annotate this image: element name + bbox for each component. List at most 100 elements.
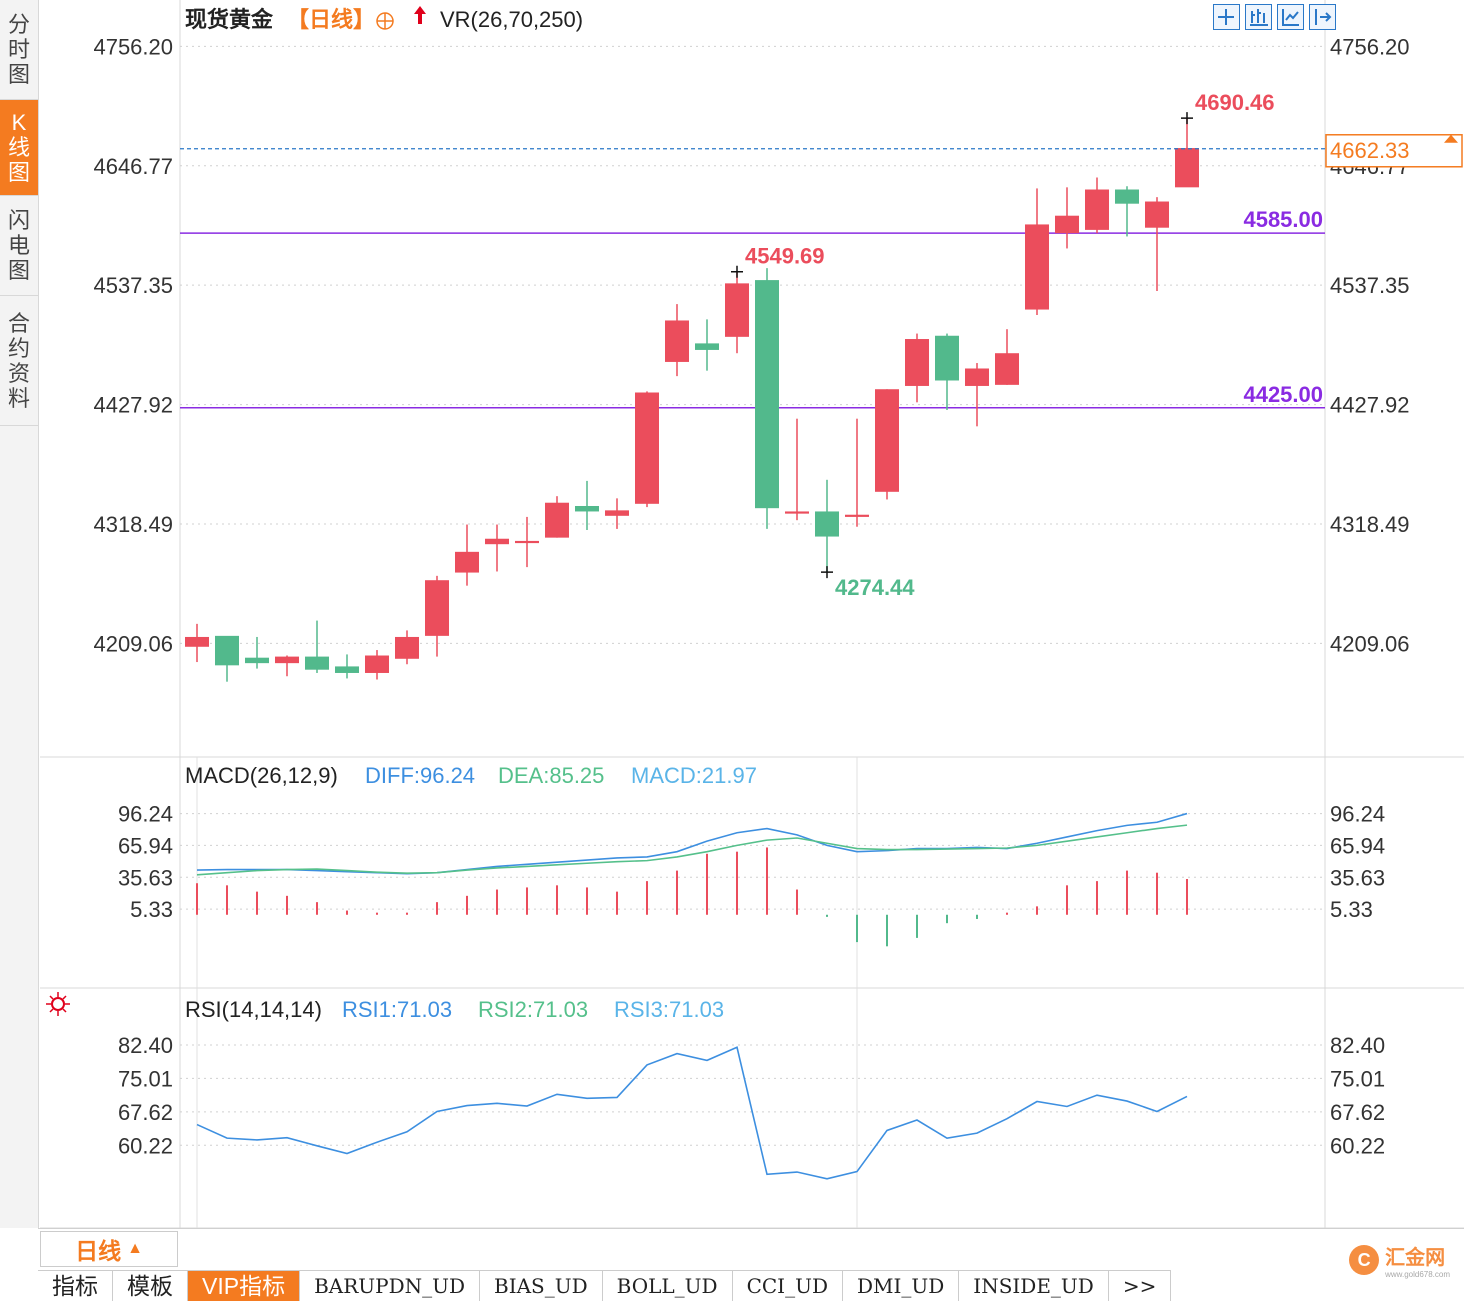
extreme-marker (821, 566, 833, 579)
exit-icon[interactable] (1309, 4, 1336, 30)
candle-body (575, 505, 599, 512)
last-price-box (1325, 134, 1463, 168)
candle-body (455, 551, 479, 573)
tab-dmi[interactable]: DMI_UD (843, 1271, 960, 1301)
candle-body (485, 538, 509, 545)
rsi-legend: RSI1:71.03 (342, 997, 452, 1022)
candle-body (725, 283, 749, 337)
macd-tick-label-right: 5.33 (1330, 897, 1373, 922)
price-tick-label-right: 4756.20 (1330, 34, 1410, 59)
candle-body (245, 657, 269, 664)
candle-body (635, 392, 659, 504)
tab-cci[interactable]: CCI_UD (733, 1271, 843, 1301)
rsi-tick-label-right: 60.22 (1330, 1133, 1385, 1158)
candle-body (335, 666, 359, 673)
period-arrow-icon: ▲ (127, 1240, 143, 1257)
candle-body (665, 320, 689, 362)
tab-bias[interactable]: BIAS_UD (480, 1271, 603, 1301)
price-tick-label-left: 4646.77 (93, 154, 173, 179)
period-selector[interactable]: 日线 ▲ (40, 1231, 178, 1267)
price-tick-label-left: 4318.49 (93, 512, 173, 537)
candle-body (695, 343, 719, 350)
rsi-legend: RSI2:71.03 (478, 997, 588, 1022)
macd-tick-label-right: 96.24 (1330, 802, 1385, 827)
chart-toolbar (1213, 4, 1336, 30)
price-tick-label-right: 4537.35 (1330, 273, 1410, 298)
settings-icon (51, 997, 65, 1011)
rsi-tick-label-right: 82.40 (1330, 1033, 1385, 1058)
candle-body (785, 511, 809, 514)
macd-tick-label-left: 96.24 (118, 802, 173, 827)
candle-body (1115, 189, 1139, 204)
price-tick-label-right: 4209.06 (1330, 631, 1410, 656)
instrument-title: 现货黄金 (185, 7, 274, 32)
candle-body (515, 540, 539, 544)
macd-tick-label-right: 65.94 (1330, 833, 1385, 858)
rsi-tick-label-left: 60.22 (118, 1133, 173, 1158)
period-label: 日线 (75, 1238, 122, 1264)
candle-body (545, 502, 569, 538)
logo-icon: C (1349, 1245, 1380, 1275)
extreme-marker (731, 265, 743, 278)
price-tick-label-left: 4756.20 (93, 34, 173, 59)
rsi-tick-label-left: 67.62 (118, 1100, 173, 1125)
extreme-label: 4274.44 (835, 575, 915, 600)
rsi-tick-label-right: 75.01 (1330, 1066, 1385, 1091)
candle-body (1175, 148, 1199, 188)
candle-body (755, 280, 779, 509)
macd-tick-label-left: 5.33 (130, 897, 173, 922)
macd-legend: MACD:21.97 (631, 763, 757, 788)
tab-more[interactable]: >> (1109, 1271, 1172, 1301)
extreme-label: 4549.69 (745, 244, 825, 269)
settings-icon-rays (46, 992, 70, 1016)
rsi-legend: RSI3:71.03 (614, 997, 724, 1022)
candle-body (1085, 189, 1109, 230)
extreme-label: 4690.46 (1195, 90, 1275, 115)
line-chart-icon[interactable] (1277, 4, 1304, 30)
candle-body (365, 655, 389, 673)
candle-body (1145, 201, 1169, 228)
overlay-indicator-label: VR(26,70,250) (440, 7, 583, 32)
watermark-logo: C 汇金网 www.gold678.com (1349, 1241, 1450, 1279)
macd-tick-label-left: 65.94 (118, 833, 173, 858)
sidebar-tab-flash[interactable]: 闪电图 (0, 196, 38, 296)
candle-body (425, 580, 449, 636)
tab-boll[interactable]: BOLL_UD (603, 1271, 733, 1301)
chart-canvas[interactable]: 4756.204756.204646.774646.774537.354537.… (0, 0, 1464, 1228)
sidebar-tab-contract-info[interactable]: 合约资料 (0, 296, 38, 426)
crosshair-icon[interactable] (1213, 4, 1240, 30)
price-tick-label-left: 4427.92 (93, 393, 173, 418)
candle-body (305, 656, 329, 670)
candle-body (215, 635, 239, 666)
last-price-arrow-icon (1444, 134, 1458, 143)
candle-body (1055, 215, 1079, 234)
rsi-title: RSI(14,14,14) (185, 997, 322, 1022)
last-price-label: 4662.33 (1330, 138, 1410, 163)
tab-barupdn[interactable]: BARUPDN_UD (300, 1271, 481, 1301)
sidebar-tab-timeshare[interactable]: 分时图 (0, 0, 38, 100)
candle-body (905, 339, 929, 386)
candle-body (275, 656, 299, 664)
macd-line-diff (196, 812, 1188, 875)
footer: 日线 ▲ 指标 模板 VIP指标 BARUPDN_UD BIAS_UD BOLL… (38, 1228, 1464, 1301)
rsi-tick-label-left: 75.01 (118, 1066, 173, 1091)
macd-legend: DEA:85.25 (498, 763, 604, 788)
candle-body (995, 353, 1019, 385)
up-arrow-icon (414, 6, 426, 24)
tab-templates[interactable]: 模板 (113, 1271, 188, 1301)
bar-chart-icon[interactable] (1245, 4, 1272, 30)
macd-tick-label-right: 35.63 (1330, 865, 1385, 890)
price-tick-label-left: 4537.35 (93, 273, 173, 298)
macd-legend: DIFF:96.24 (365, 763, 475, 788)
tab-inside[interactable]: INSIDE_UD (959, 1271, 1109, 1301)
tab-indicators[interactable]: 指标 (38, 1271, 113, 1301)
indicator-tabs: 指标 模板 VIP指标 BARUPDN_UD BIAS_UD BOLL_UD C… (38, 1270, 1172, 1301)
rsi-tick-label-right: 67.62 (1330, 1100, 1385, 1125)
candle-body (605, 510, 629, 516)
candle-body (845, 514, 869, 517)
tab-vip-indicators[interactable]: VIP指标 (188, 1271, 301, 1301)
rsi-tick-label-left: 82.40 (118, 1033, 173, 1058)
candle-body (815, 511, 839, 537)
